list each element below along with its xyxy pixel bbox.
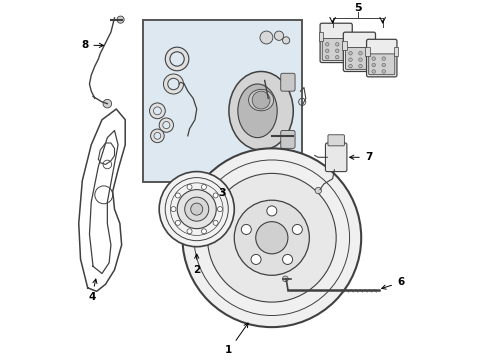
- Circle shape: [372, 63, 375, 67]
- Circle shape: [259, 75, 270, 86]
- Circle shape: [171, 207, 176, 212]
- Circle shape: [241, 224, 251, 234]
- Circle shape: [234, 200, 309, 275]
- Bar: [394, 48, 398, 57]
- Ellipse shape: [248, 89, 273, 111]
- Circle shape: [159, 118, 173, 132]
- Circle shape: [251, 255, 261, 265]
- FancyBboxPatch shape: [367, 39, 397, 77]
- Circle shape: [182, 148, 361, 327]
- Circle shape: [260, 31, 273, 44]
- Circle shape: [165, 47, 189, 71]
- Circle shape: [201, 184, 206, 189]
- FancyBboxPatch shape: [281, 73, 295, 91]
- Circle shape: [213, 193, 218, 198]
- Text: 1: 1: [225, 323, 248, 355]
- Ellipse shape: [238, 84, 277, 138]
- Ellipse shape: [229, 72, 294, 150]
- Circle shape: [185, 197, 209, 221]
- Circle shape: [163, 122, 170, 129]
- Bar: [342, 41, 346, 50]
- Circle shape: [325, 49, 329, 53]
- Circle shape: [315, 187, 321, 194]
- Circle shape: [170, 52, 184, 66]
- Circle shape: [175, 220, 180, 225]
- Circle shape: [187, 229, 192, 234]
- Circle shape: [149, 103, 165, 119]
- Text: 3: 3: [218, 188, 225, 198]
- Circle shape: [218, 207, 222, 212]
- FancyBboxPatch shape: [322, 39, 350, 60]
- Bar: [319, 32, 323, 41]
- Bar: [366, 48, 370, 57]
- Circle shape: [283, 276, 288, 282]
- Circle shape: [336, 42, 339, 46]
- Circle shape: [325, 42, 329, 46]
- Circle shape: [117, 16, 124, 23]
- Circle shape: [187, 184, 192, 189]
- Circle shape: [201, 229, 206, 234]
- Circle shape: [274, 31, 284, 40]
- Circle shape: [150, 129, 164, 143]
- Circle shape: [267, 206, 277, 216]
- Circle shape: [336, 49, 339, 53]
- Circle shape: [359, 64, 362, 68]
- Circle shape: [382, 70, 386, 73]
- Circle shape: [382, 57, 386, 60]
- Circle shape: [283, 37, 290, 44]
- Text: 4: 4: [88, 279, 97, 302]
- Circle shape: [164, 74, 183, 94]
- Circle shape: [252, 91, 270, 109]
- Circle shape: [207, 174, 336, 302]
- Circle shape: [103, 99, 112, 108]
- Bar: [349, 32, 353, 41]
- Circle shape: [293, 224, 302, 234]
- Circle shape: [382, 63, 386, 67]
- Circle shape: [213, 220, 218, 225]
- Circle shape: [267, 98, 273, 105]
- FancyBboxPatch shape: [368, 54, 395, 75]
- Circle shape: [372, 70, 375, 73]
- FancyBboxPatch shape: [328, 135, 344, 146]
- Circle shape: [336, 55, 339, 59]
- Bar: [372, 41, 377, 50]
- Text: 6: 6: [382, 278, 404, 289]
- FancyBboxPatch shape: [343, 32, 375, 72]
- Circle shape: [325, 55, 329, 59]
- Circle shape: [359, 58, 362, 62]
- Circle shape: [95, 186, 113, 204]
- Circle shape: [256, 222, 288, 254]
- Text: 5: 5: [354, 3, 362, 13]
- Circle shape: [349, 58, 352, 62]
- FancyBboxPatch shape: [320, 23, 352, 63]
- Circle shape: [168, 78, 179, 90]
- Circle shape: [283, 255, 293, 265]
- Circle shape: [177, 190, 216, 229]
- Circle shape: [372, 57, 375, 60]
- Circle shape: [103, 160, 112, 169]
- Circle shape: [159, 172, 234, 247]
- Circle shape: [349, 51, 352, 55]
- Circle shape: [191, 203, 203, 215]
- Text: 2: 2: [193, 254, 200, 275]
- Text: 7: 7: [350, 152, 372, 162]
- Circle shape: [349, 64, 352, 68]
- Circle shape: [154, 132, 161, 139]
- Bar: [143, 20, 302, 182]
- Circle shape: [175, 193, 180, 198]
- FancyBboxPatch shape: [281, 130, 295, 148]
- Text: 8: 8: [81, 40, 103, 50]
- Circle shape: [359, 51, 362, 55]
- FancyBboxPatch shape: [345, 48, 373, 69]
- Circle shape: [153, 107, 161, 115]
- FancyBboxPatch shape: [325, 143, 347, 172]
